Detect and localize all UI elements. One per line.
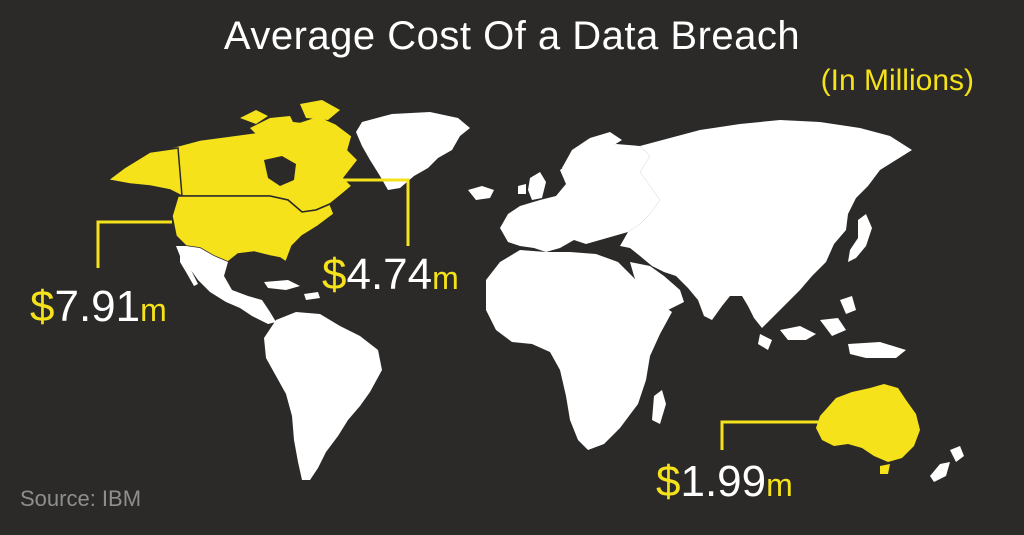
- southeast-asia-islands: [758, 296, 906, 358]
- currency-symbol: $: [656, 457, 681, 506]
- japan: [848, 214, 872, 262]
- australia-cost-label: $1.99m: [656, 457, 793, 507]
- greenland: [356, 112, 470, 190]
- usa-callout-line: [96, 220, 172, 268]
- source-credit: Source: IBM: [20, 486, 142, 511]
- iceland: [468, 186, 494, 200]
- alaska: [106, 147, 183, 198]
- mexico-central-america: [176, 246, 276, 324]
- british-isles: [518, 172, 546, 200]
- page-title: Average Cost Of a Data Breach: [223, 14, 801, 58]
- arabian-peninsula: [630, 262, 684, 310]
- new-zealand: [930, 446, 964, 482]
- scandinavia: [562, 132, 622, 178]
- australia-callout-line: [720, 420, 820, 450]
- subtitle: (In Millions): [820, 64, 974, 97]
- currency-symbol: $: [30, 282, 55, 331]
- caribbean: [264, 280, 320, 300]
- cost-unit: m: [140, 292, 167, 328]
- cost-amount: 1.99: [680, 457, 767, 506]
- canada-cost-label: $4.74m: [322, 250, 459, 300]
- usa-cost-label: $7.91m: [30, 282, 167, 332]
- arctic-islands: [240, 100, 340, 136]
- asia: [620, 120, 912, 328]
- baja-california: [180, 252, 198, 286]
- madagascar: [652, 390, 666, 424]
- hudson-bay: [264, 156, 296, 186]
- tasmania: [880, 464, 890, 474]
- currency-symbol: $: [322, 250, 347, 299]
- europe: [500, 144, 660, 252]
- cost-unit: m: [432, 260, 459, 296]
- africa: [486, 250, 672, 450]
- canada-callout-line: [340, 178, 410, 246]
- cost-unit: m: [766, 467, 793, 503]
- cost-amount: 7.91: [54, 282, 141, 331]
- cost-amount: 4.74: [346, 250, 433, 299]
- australia: [816, 384, 920, 462]
- south-america: [264, 312, 382, 480]
